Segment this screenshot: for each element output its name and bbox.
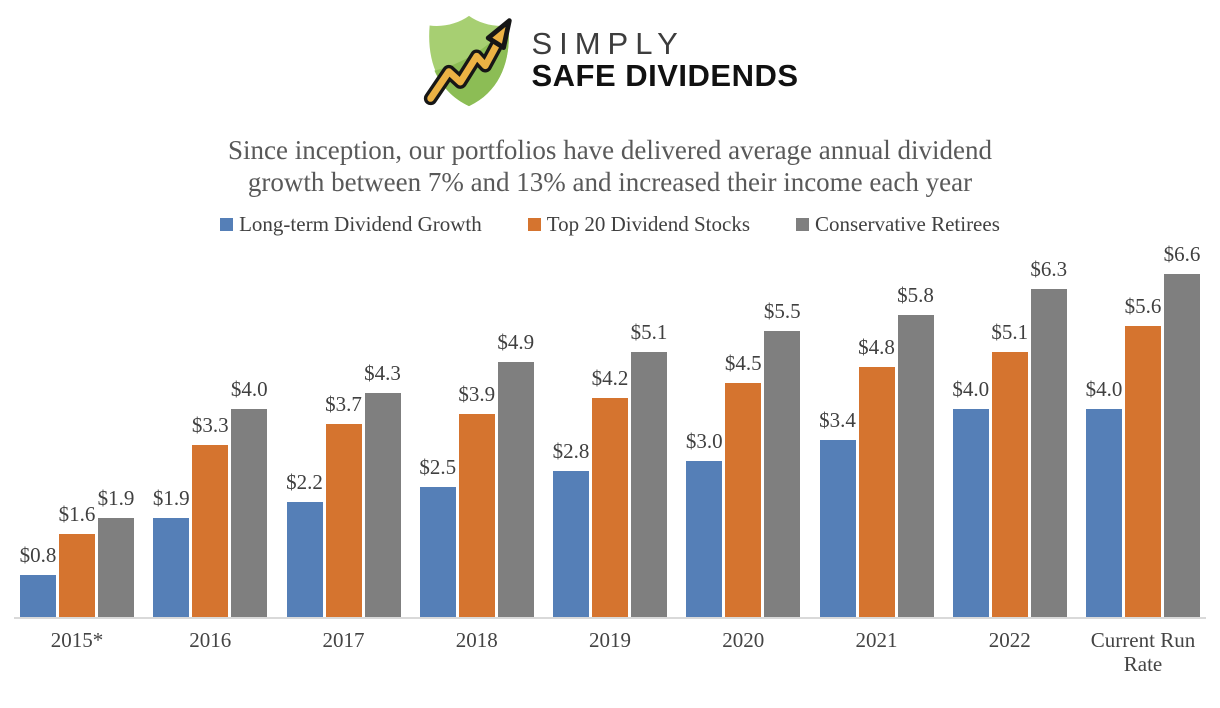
- legend-label: Top 20 Dividend Stocks: [546, 211, 751, 236]
- bar-value-label: $4.2: [591, 366, 629, 391]
- brand-name-bottom: SAFE DIVIDENDS: [531, 58, 799, 94]
- bar-chart: $0.8 $1.6 $1.9 $1.9 $3.3 $4.0 $2.2 $3.7 $4.3 $2.5…: [14, 242, 1206, 676]
- plot-area: $0.8 $1.6 $1.9 $1.9 $3.3 $4.0 $2.2 $3.7 $4.3 $2.5…: [14, 242, 1206, 619]
- bar-value-label: $1.6: [58, 501, 96, 526]
- legend-swatch-blue: [220, 217, 234, 231]
- bar-group: $0.8 $1.6 $1.9: [20, 486, 134, 617]
- bar-conservative-retirees: $5.8: [897, 283, 934, 617]
- bar-value-label: $6.6: [1163, 241, 1201, 266]
- bar-top-20-dividend-stocks: $5.1: [991, 320, 1028, 617]
- x-axis-label: Current Run Rate: [1090, 627, 1196, 676]
- bar-long-term-dividend-growth: $2.8: [553, 439, 589, 617]
- x-axis-label: 2015*: [50, 627, 104, 652]
- x-axis-labels: 2015* 2016 2017 2018 2019 2020 2021 2022 Current…: [14, 628, 1206, 676]
- bar-group: $2.2 $3.7 $4.3: [286, 361, 401, 617]
- bar-long-term-dividend-growth: $3.0: [686, 429, 723, 617]
- bar-value-label: $3.4: [819, 407, 856, 432]
- chart-title-line1: Since inception, our portfolios have del…: [228, 135, 992, 165]
- bar-top-20-dividend-stocks: $4.2: [592, 366, 628, 617]
- bar-value-label: $3.3: [191, 413, 229, 438]
- bar-top-20-dividend-stocks: $3.3: [192, 413, 229, 617]
- legend-item-top-20-dividend-stocks: Top 20 Dividend Stocks: [527, 211, 751, 237]
- bar-value-label: $3.7: [325, 392, 362, 417]
- x-axis-label: 2022: [988, 627, 1031, 652]
- bar-conservative-retirees: $6.3: [1030, 257, 1067, 617]
- bar-conservative-retirees: $5.5: [764, 299, 801, 617]
- bar-value-label: $6.3: [1030, 257, 1068, 282]
- bar-conservative-retirees: $1.9: [98, 486, 134, 617]
- bar-long-term-dividend-growth: $0.8: [20, 543, 56, 617]
- bar-value-label: $3.9: [458, 381, 496, 406]
- bar-value-label: $0.8: [19, 543, 57, 568]
- legend-swatch-orange: [527, 217, 541, 231]
- legend-label: Long-term Dividend Growth: [239, 211, 482, 236]
- logo-wordmark: SIMPLY SAFE DIVIDENDS: [531, 28, 798, 93]
- x-axis-label: 2018: [455, 627, 498, 652]
- bar-value-label: $5.6: [1124, 293, 1162, 318]
- bar-group: $4.0 $5.1 $6.3: [952, 257, 1067, 617]
- bar-value-label: $5.1: [991, 319, 1029, 344]
- bar-top-20-dividend-stocks: $4.5: [725, 351, 762, 617]
- bar-group: $1.9 $3.3 $4.0: [153, 377, 268, 617]
- bar-top-20-dividend-stocks: $5.6: [1125, 294, 1161, 617]
- legend-swatch-gray: [796, 217, 810, 231]
- bar-value-label: $4.8: [858, 335, 895, 360]
- bar-top-20-dividend-stocks: $4.8: [858, 335, 895, 617]
- bar-group: $3.4 $4.8 $5.8: [819, 283, 934, 617]
- bar-value-label: $4.9: [497, 329, 535, 354]
- bar-group: $4.0 $5.6 $6.6: [1086, 242, 1200, 617]
- bar-value-label: $2.2: [286, 470, 323, 495]
- x-axis-label: 2021: [855, 627, 898, 652]
- bar-long-term-dividend-growth: $3.4: [819, 408, 856, 617]
- legend-item-conservative-retirees: Conservative Retirees: [796, 212, 1000, 237]
- x-axis-label: 2020: [722, 627, 765, 652]
- chart-title-line2: growth between 7% and 13% and increased …: [247, 167, 973, 198]
- bar-value-label: $3.0: [685, 428, 723, 453]
- legend-item-long-term-dividend-growth: Long-term Dividend Growth: [220, 212, 482, 237]
- bar-long-term-dividend-growth: $4.0: [952, 377, 989, 617]
- bar-long-term-dividend-growth: $2.5: [419, 455, 456, 617]
- bar-value-label: $5.8: [897, 283, 934, 308]
- bar-value-label: $4.5: [724, 350, 762, 375]
- bar-top-20-dividend-stocks: $3.7: [325, 392, 362, 617]
- shield-growth-arrow-icon: [424, 15, 513, 107]
- x-axis-label: 2019: [589, 627, 631, 652]
- brand-name-top: SIMPLY: [531, 26, 685, 62]
- bar-value-label: $4.0: [230, 376, 268, 401]
- bar-value-label: $4.0: [1085, 376, 1123, 401]
- bar-value-label: $5.5: [763, 298, 801, 323]
- bar-long-term-dividend-growth: $1.9: [153, 486, 190, 617]
- bar-group: $2.8 $4.2 $5.1: [553, 320, 667, 617]
- bar-value-label: $4.0: [952, 376, 990, 401]
- bar-value-label: $1.9: [97, 485, 135, 510]
- chart-legend: Long-term Dividend Growth Top 20 Dividen…: [0, 212, 1220, 237]
- bar-long-term-dividend-growth: $4.0: [1086, 377, 1122, 617]
- bar-value-label: $2.5: [419, 454, 457, 479]
- x-axis-label: 2016: [189, 627, 232, 652]
- bar-conservative-retirees: $4.9: [497, 330, 534, 617]
- chart-title: Since inception, our portfolios have del…: [0, 134, 1220, 199]
- x-axis-label: 2017: [322, 627, 365, 652]
- bar-top-20-dividend-stocks: $1.6: [59, 502, 95, 617]
- bar-conservative-retirees: $4.0: [231, 377, 268, 617]
- bar-group: $2.5 $3.9 $4.9: [419, 330, 534, 617]
- bar-conservative-retirees: $5.1: [631, 320, 667, 617]
- logo: SIMPLY SAFE DIVIDENDS: [0, 12, 1220, 110]
- bar-long-term-dividend-growth: $2.2: [286, 470, 323, 617]
- bar-value-label: $1.9: [152, 485, 190, 510]
- bar-conservative-retirees: $6.6: [1164, 242, 1200, 617]
- bar-group: $3.0 $4.5 $5.5: [686, 299, 801, 617]
- bar-conservative-retirees: $4.3: [364, 361, 401, 617]
- legend-label: Conservative Retirees: [815, 211, 1000, 236]
- bar-value-label: $4.3: [364, 361, 401, 386]
- bar-top-20-dividend-stocks: $3.9: [458, 382, 495, 617]
- bar-value-label: $5.1: [630, 319, 668, 344]
- bar-value-label: $2.8: [552, 439, 590, 464]
